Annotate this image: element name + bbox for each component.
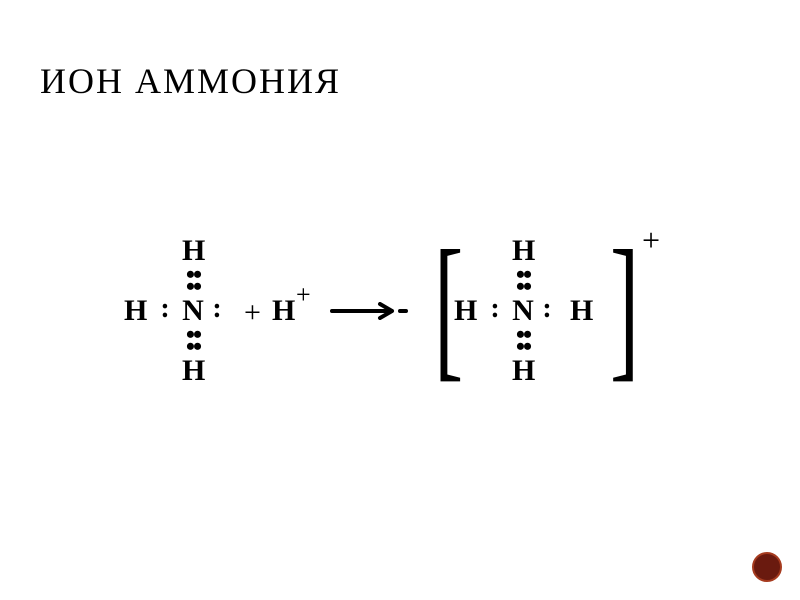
nh3-right-lonepair: : bbox=[210, 294, 224, 324]
nh3-left-dots: : bbox=[158, 294, 172, 324]
nh4-top-dots-2: •• bbox=[512, 282, 534, 292]
slide-badge-icon bbox=[752, 552, 782, 582]
reaction-arrow bbox=[330, 302, 408, 320]
nh4-right-dots: : bbox=[540, 294, 554, 324]
nh3-top-dots-2: •• bbox=[182, 282, 204, 292]
nh4-right-h: H bbox=[570, 296, 592, 326]
nh4-bottom-dots-2: •• bbox=[512, 342, 534, 352]
nh4-charge: + bbox=[642, 222, 660, 259]
h-plus-h: H bbox=[272, 296, 294, 326]
right-bracket: ] bbox=[610, 226, 639, 386]
nh4-left-dots: : bbox=[488, 294, 502, 324]
nh3-bottom-dots-2: •• bbox=[182, 342, 204, 352]
arrow-path bbox=[332, 304, 406, 318]
nh4-left-h: H bbox=[454, 296, 476, 326]
page-title: ИОН АММОНИЯ bbox=[40, 60, 341, 102]
plus-sign: + bbox=[244, 296, 261, 330]
nh3-left-h: H bbox=[124, 296, 146, 326]
lewis-equation: N H •• •• H : : H •• •• + H + [ N H •• •… bbox=[120, 230, 680, 410]
h-plus-charge: + bbox=[296, 280, 311, 310]
